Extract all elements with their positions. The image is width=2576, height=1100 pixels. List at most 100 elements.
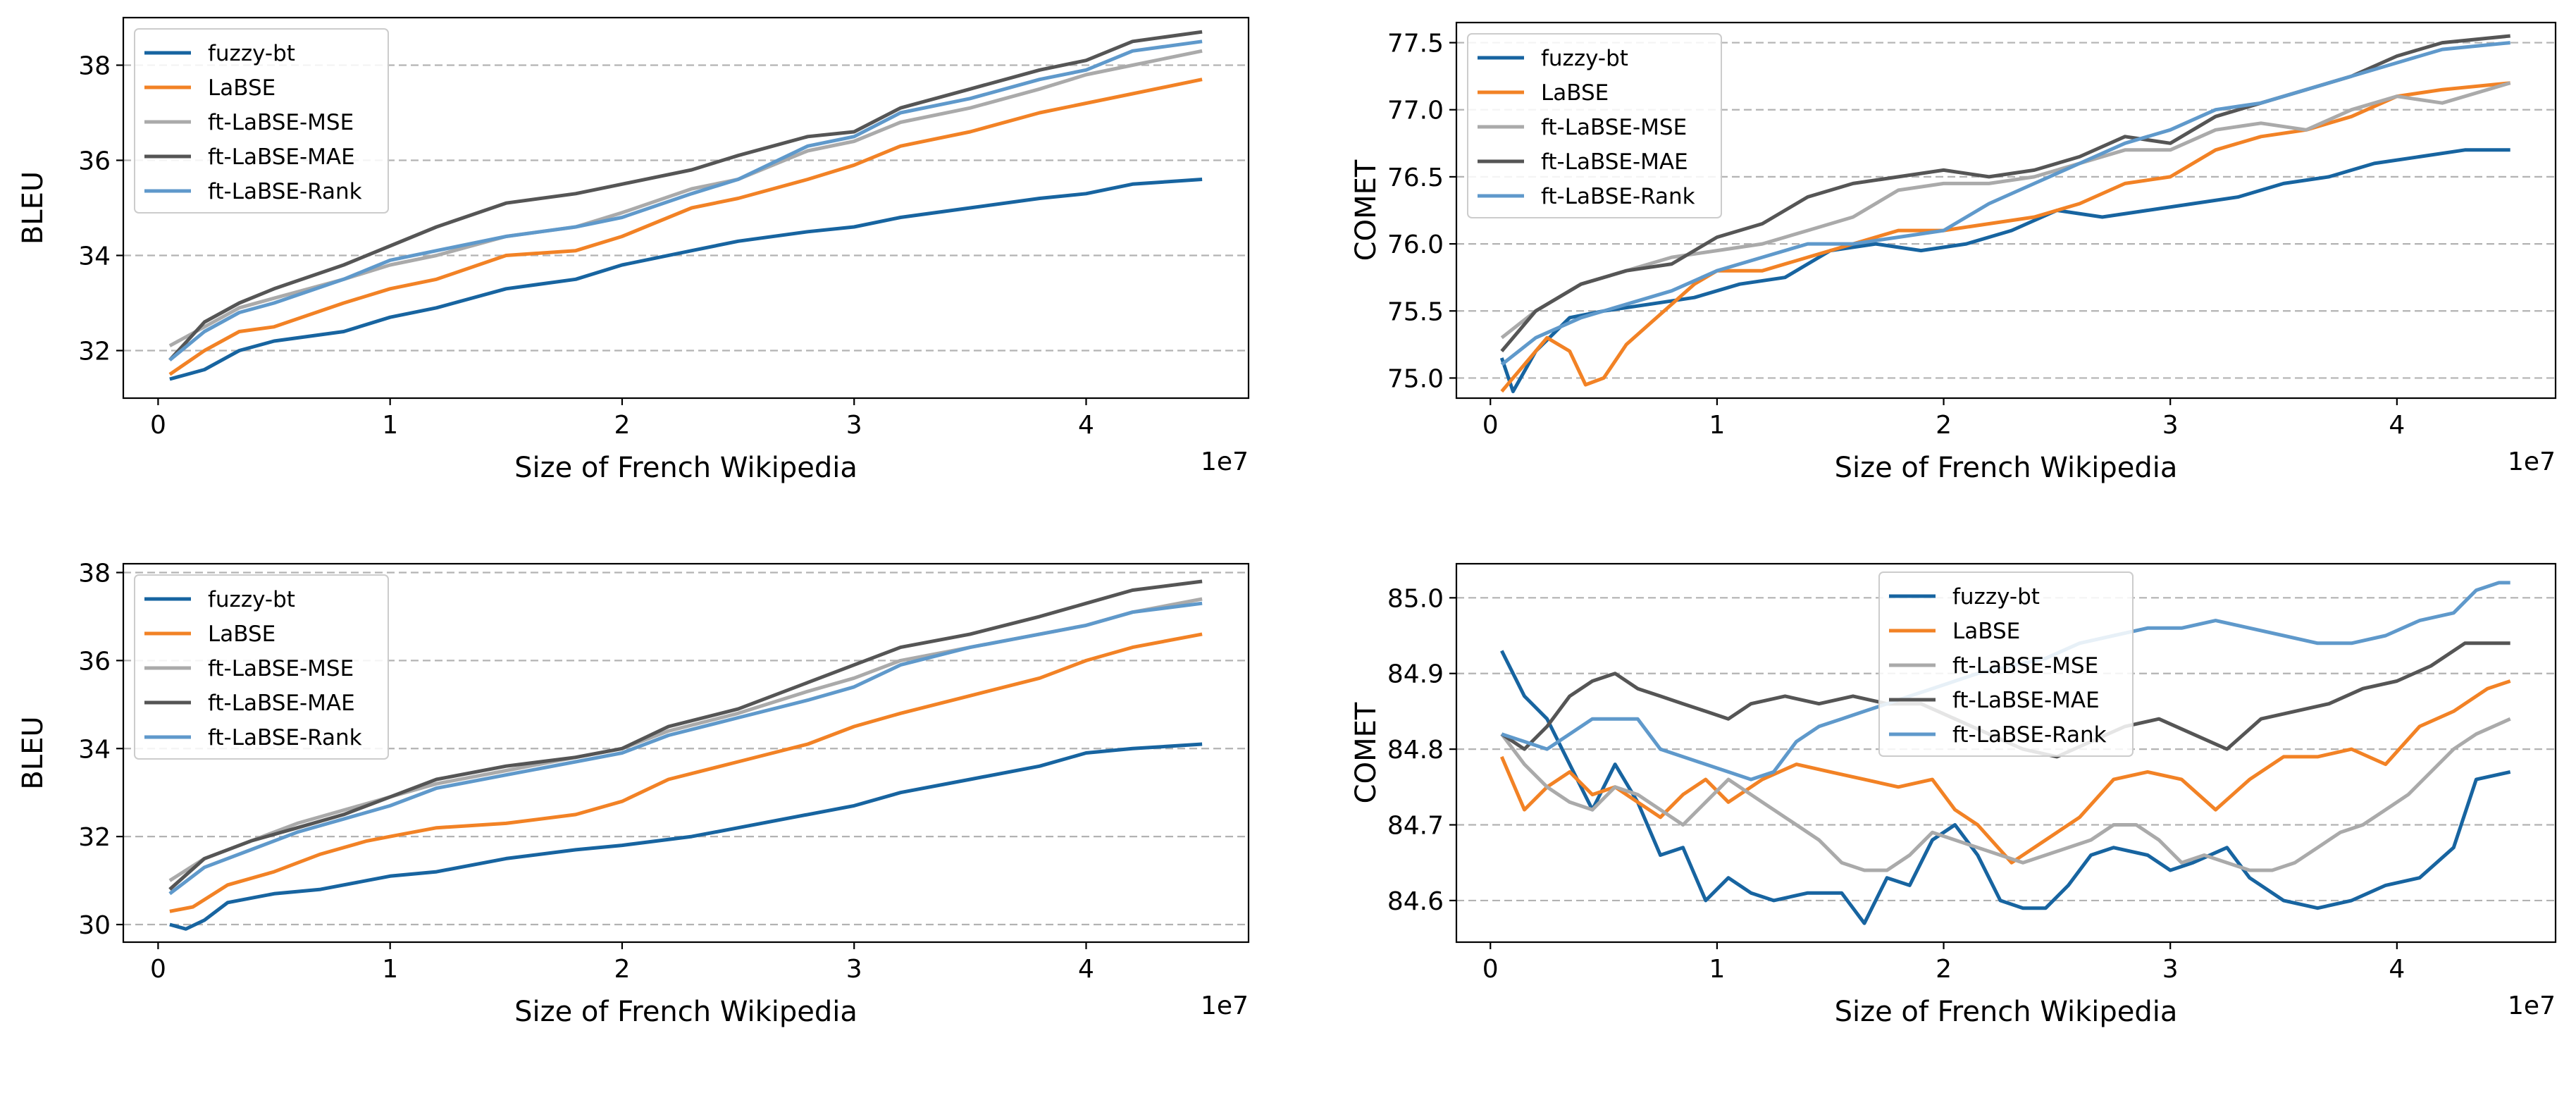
series-group — [168, 30, 1203, 381]
x-exponent-label: 1e7 — [1201, 447, 1249, 476]
y-tick-label: 85.0 — [1387, 584, 1444, 613]
y-tick-label: 76.0 — [1387, 230, 1444, 259]
legend-box — [134, 574, 389, 760]
y-tick-label: 84.8 — [1387, 736, 1444, 765]
y-tick-label: 30 — [78, 911, 111, 940]
x-exponent-label: 1e7 — [2508, 991, 2556, 1020]
series-line-LaBSE — [1500, 81, 2510, 393]
series-line-fuzzy-bt — [169, 742, 1203, 931]
x-tick-label: 4 — [1078, 411, 1094, 440]
y-tick-label: 38 — [78, 52, 111, 81]
legend: fuzzy-bt LaBSE ft-LaBSE-MSE ft-LaBSE-MAE ft-… — [134, 28, 389, 214]
series-group — [168, 579, 1203, 931]
series-line-ft-LaBSE-MSE — [1500, 717, 2511, 872]
axes-frame — [122, 562, 1250, 944]
y-tick-label: 75.0 — [1387, 364, 1444, 393]
legend-label-ft-LaBSE-MSE: ft-LaBSE-MSE — [1952, 653, 2098, 679]
y-tick-label: 38 — [78, 559, 111, 588]
legend-label-ft-LaBSE-MSE: ft-LaBSE-MSE — [208, 656, 354, 681]
x-tick-label: 3 — [2162, 411, 2179, 440]
x-tick-label: 0 — [1482, 955, 1499, 984]
legend-label-fuzzy-bt: fuzzy-bt — [208, 587, 295, 612]
series-line-ft-LaBSE-MAE — [168, 30, 1203, 361]
y-axis-label: BLEU — [17, 716, 49, 789]
y-tick-label: 75.5 — [1387, 297, 1444, 326]
x-tick-label: 4 — [2389, 955, 2405, 984]
legend-label-LaBSE: LaBSE — [1952, 619, 2020, 644]
y-tick-label: 84.7 — [1387, 812, 1444, 841]
series-line-fuzzy-bt — [1500, 650, 2511, 925]
legend-label-fuzzy-bt: fuzzy-bt — [208, 41, 295, 66]
y-tick-label: 36 — [78, 147, 111, 176]
x-exponent-label: 1e7 — [1201, 991, 1249, 1020]
x-tick-label: 4 — [2389, 411, 2405, 440]
x-axis-label: Size of French Wikipedia — [1835, 996, 2178, 1028]
y-axis-label: BLEU — [17, 171, 49, 245]
y-tick-label: 84.6 — [1387, 887, 1444, 916]
series-line-ft-LaBSE-Rank — [168, 39, 1203, 361]
x-axis-label: Size of French Wikipedia — [514, 452, 857, 484]
y-tick-label: 32 — [78, 823, 111, 852]
x-tick-label: 2 — [1936, 411, 1952, 440]
y-tick-label: 77.5 — [1387, 30, 1444, 58]
legend-label-ft-LaBSE-Rank: ft-LaBSE-Rank — [1952, 722, 2107, 748]
panel-bottom-right: 84.6 84.7 84.8 84.9 85.0 0 1 2 3 4 Size of French … — [1350, 562, 2557, 1028]
series-line-ft-LaBSE-Rank — [168, 601, 1203, 896]
legend-label-ft-LaBSE-Rank: ft-LaBSE-Rank — [208, 179, 362, 204]
legend-label-LaBSE: LaBSE — [1541, 80, 1609, 106]
x-tick-label: 3 — [2162, 955, 2179, 984]
x-tick-label: 0 — [150, 411, 166, 440]
x-axis-label: Size of French Wikipedia — [514, 996, 857, 1028]
x-tick-label: 0 — [1482, 411, 1499, 440]
legend: fuzzy-bt LaBSE ft-LaBSE-MSE ft-LaBSE-MAE ft-… — [134, 574, 389, 760]
axes-frame — [122, 16, 1250, 400]
x-tick-label: 1 — [1709, 955, 1725, 984]
y-tick-label: 76.5 — [1387, 163, 1444, 192]
legend-label-fuzzy-bt: fuzzy-bt — [1541, 46, 1628, 71]
legend-label-ft-LaBSE-Rank: ft-LaBSE-Rank — [208, 725, 362, 750]
x-tick-label: 0 — [150, 955, 166, 984]
y-tick-label: 84.9 — [1387, 660, 1444, 689]
series-line-LaBSE — [1500, 679, 2511, 865]
x-tick-label: 2 — [614, 411, 630, 440]
legend-label-LaBSE: LaBSE — [208, 622, 275, 647]
legend-label-ft-LaBSE-MAE: ft-LaBSE-MAE — [208, 144, 355, 170]
series-line-LaBSE — [168, 78, 1203, 376]
legend-label-ft-LaBSE-MAE: ft-LaBSE-MAE — [208, 691, 355, 716]
legend-label-ft-LaBSE-MSE: ft-LaBSE-MSE — [208, 110, 354, 135]
x-tick-label: 2 — [614, 955, 630, 984]
y-axis-label: COMET — [1350, 702, 1382, 803]
x-tick-label: 1 — [382, 955, 398, 984]
series-line-fuzzy-bt — [169, 178, 1203, 381]
x-tick-label: 1 — [382, 411, 398, 440]
x-tick-label: 4 — [1078, 955, 1094, 984]
series-line-ft-LaBSE-MSE — [168, 49, 1203, 347]
y-tick-label: 36 — [78, 647, 111, 676]
y-tick-label: 32 — [78, 338, 111, 366]
x-tick-label: 2 — [1936, 955, 1952, 984]
legend-label-ft-LaBSE-MAE: ft-LaBSE-MAE — [1541, 149, 1688, 175]
legend-box — [134, 28, 389, 214]
legend-box — [1878, 571, 2134, 757]
x-exponent-label: 1e7 — [2508, 447, 2556, 476]
axes-frame — [1455, 562, 2557, 944]
series-group — [1499, 34, 2511, 393]
series-line-ft-LaBSE-MAE — [168, 579, 1203, 891]
legend-label-ft-LaBSE-MSE: ft-LaBSE-MSE — [1541, 115, 1687, 140]
y-axis-label: COMET — [1350, 159, 1382, 261]
y-tick-label: 34 — [78, 735, 111, 764]
panel-top-right: 75.0 75.5 76.0 76.5 77.0 77.5 0 1 2 3 4 Size of Fre… — [1350, 21, 2557, 484]
legend-box — [1467, 33, 1722, 218]
legend: fuzzy-bt LaBSE ft-LaBSE-MSE ft-LaBSE-MAE ft-… — [1878, 571, 2134, 757]
x-axis-label: Size of French Wikipedia — [1835, 452, 2178, 484]
axes-frame — [1455, 21, 2557, 400]
legend-label-ft-LaBSE-Rank: ft-LaBSE-Rank — [1541, 184, 1695, 209]
y-tick-label: 34 — [78, 242, 111, 271]
x-tick-label: 3 — [846, 411, 862, 440]
legend-label-LaBSE: LaBSE — [208, 75, 275, 101]
series-line-ft-LaBSE-Rank — [1500, 41, 2510, 366]
